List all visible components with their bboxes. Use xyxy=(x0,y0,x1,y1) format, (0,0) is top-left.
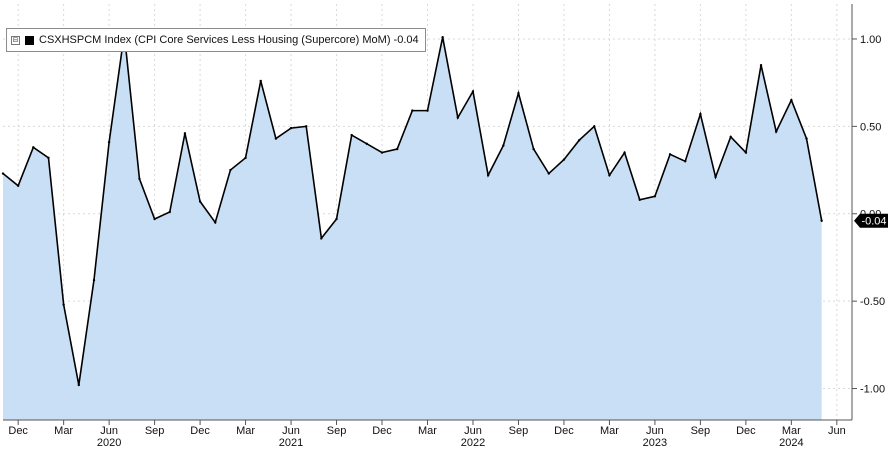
data-point xyxy=(486,174,490,177)
last-value-label: -0.04 xyxy=(861,216,886,228)
data-point xyxy=(577,139,581,142)
data-point xyxy=(320,237,323,240)
data-point xyxy=(395,147,399,151)
data-point xyxy=(456,116,460,119)
series-area-fill xyxy=(3,33,822,420)
data-point xyxy=(714,175,717,179)
data-point xyxy=(198,200,202,203)
x-tick-label: Sep xyxy=(327,425,347,437)
year-label: 2023 xyxy=(643,437,667,449)
data-point xyxy=(744,151,748,154)
x-tick-label: Dec xyxy=(554,425,574,437)
y-tick-label: -1.00 xyxy=(860,384,885,396)
data-point xyxy=(471,90,475,93)
data-point xyxy=(259,79,262,83)
y-tick-label: 1.00 xyxy=(860,34,881,46)
x-tick-label: Mar xyxy=(236,425,255,437)
x-tick-label: Mar xyxy=(418,425,437,437)
data-point xyxy=(138,177,141,180)
data-point xyxy=(593,125,596,128)
data-point xyxy=(153,217,156,221)
data-point xyxy=(47,156,50,160)
data-point xyxy=(107,140,111,144)
data-point xyxy=(623,151,626,154)
data-point xyxy=(16,184,20,187)
x-tick-label: Jun xyxy=(828,425,846,437)
data-point xyxy=(729,135,732,139)
data-point xyxy=(562,158,566,161)
data-point xyxy=(244,156,247,160)
data-point xyxy=(608,174,611,177)
data-point xyxy=(335,217,338,221)
data-point xyxy=(547,172,550,175)
x-tick-label: Dec xyxy=(736,425,756,437)
data-point xyxy=(774,130,778,133)
data-point xyxy=(77,383,81,387)
data-point xyxy=(759,63,763,67)
data-point xyxy=(532,147,535,151)
x-tick-label: Dec xyxy=(8,425,28,437)
x-tick-label: Mar xyxy=(54,425,73,437)
x-tick-label: Sep xyxy=(145,425,165,437)
data-point xyxy=(653,195,657,198)
legend-swatch xyxy=(25,35,34,45)
data-point xyxy=(699,112,702,116)
x-tick-label: Jun xyxy=(464,425,482,437)
last-value-tag xyxy=(854,213,888,228)
data-point xyxy=(411,109,414,112)
data-point xyxy=(183,132,187,135)
legend[interactable]: ⊟ CSXHSPCM Index (CPI Core Services Less… xyxy=(6,28,426,52)
x-tick-label: Jun xyxy=(282,425,300,437)
year-label: 2021 xyxy=(279,437,303,449)
data-point xyxy=(350,133,353,137)
data-point xyxy=(168,210,171,214)
x-tick-label: Dec xyxy=(190,425,210,437)
data-point xyxy=(502,144,505,147)
data-point xyxy=(380,151,384,154)
year-label: 2024 xyxy=(779,437,803,449)
year-label: 2022 xyxy=(461,437,485,449)
legend-label: CSXHSPCM Index (CPI Core Services Less H… xyxy=(39,34,419,46)
data-point xyxy=(214,221,217,224)
y-tick-label: -0.50 xyxy=(860,296,885,308)
legend-toggle-icon[interactable]: ⊟ xyxy=(11,35,20,45)
data-point xyxy=(1,172,5,175)
data-point xyxy=(305,125,308,128)
x-tick-label: Jun xyxy=(100,425,118,437)
x-tick-label: Mar xyxy=(600,425,619,437)
data-point xyxy=(684,160,687,163)
year-label: 2020 xyxy=(97,437,121,449)
data-point xyxy=(62,303,65,306)
data-point xyxy=(274,137,278,140)
data-point xyxy=(517,91,520,95)
x-tick-label: Dec xyxy=(372,425,392,437)
data-point xyxy=(426,109,429,112)
data-point xyxy=(638,198,641,201)
x-tick-label: Sep xyxy=(691,425,711,437)
data-point xyxy=(289,126,293,130)
data-point xyxy=(365,142,369,146)
data-point xyxy=(32,146,35,149)
data-point xyxy=(805,137,808,140)
data-point xyxy=(92,278,96,282)
data-point xyxy=(668,153,672,156)
data-point xyxy=(790,98,793,102)
x-tick-label: Sep xyxy=(509,425,529,437)
data-point xyxy=(441,36,444,39)
x-tick-label: Mar xyxy=(782,425,801,437)
y-tick-label: 0.50 xyxy=(860,121,881,133)
x-tick-label: Jun xyxy=(646,425,664,437)
data-point xyxy=(820,219,823,222)
data-point xyxy=(229,168,232,172)
